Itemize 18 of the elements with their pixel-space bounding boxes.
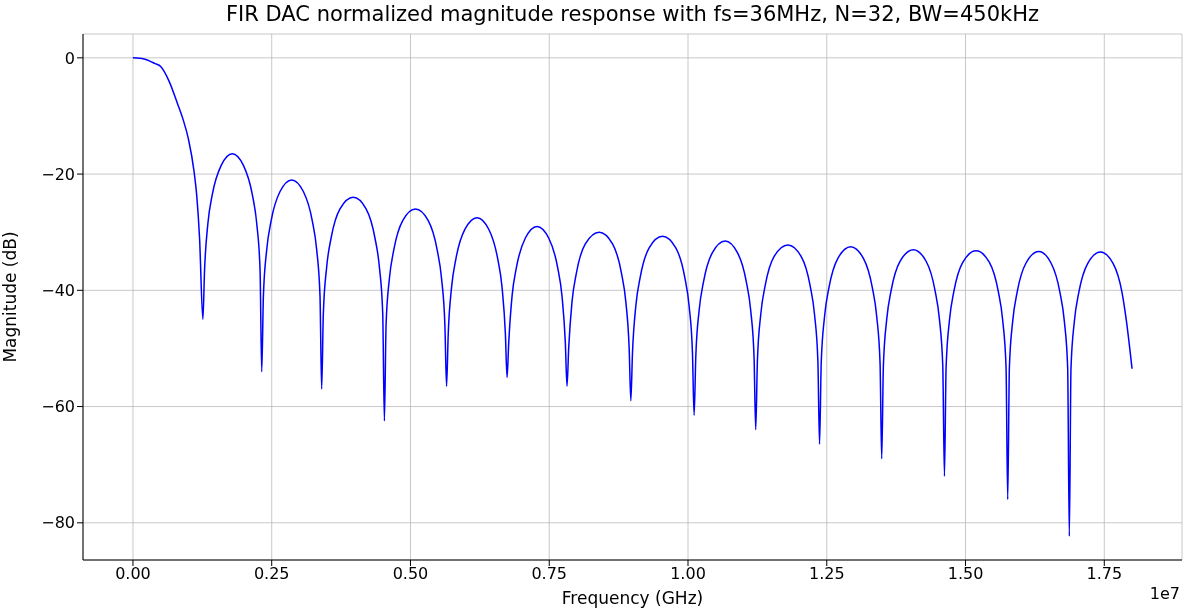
x-tick-label: 1.25 xyxy=(808,564,845,584)
text: 1e7 xyxy=(1149,584,1180,603)
y-tick-label: 0 xyxy=(64,48,75,68)
x-tick-label: 0.00 xyxy=(115,564,151,584)
y-tick-label: −40 xyxy=(41,281,75,300)
x-tick-label: 0.75 xyxy=(531,564,568,584)
chart-title: FIR DAC normalized magnitude response with fs=36MHz, N=32, BW=450kHz xyxy=(225,2,1040,26)
x-tick-label: 1.50 xyxy=(947,564,984,584)
x-tick-label: 1.00 xyxy=(670,564,706,584)
x-axis-title: Frequency (GHz) xyxy=(561,588,704,608)
y-tick-label: −20 xyxy=(41,164,75,184)
x-tick-label: 1.75 xyxy=(1086,564,1123,584)
y-axis-title: Magnitude (dB) xyxy=(0,231,21,363)
y-tick-label: −60 xyxy=(41,397,75,417)
x-tick-label: 0.25 xyxy=(253,564,290,584)
line-series xyxy=(132,57,1133,537)
x-tick-label: 0.50 xyxy=(392,564,429,584)
y-tick-label: −80 xyxy=(41,513,75,533)
